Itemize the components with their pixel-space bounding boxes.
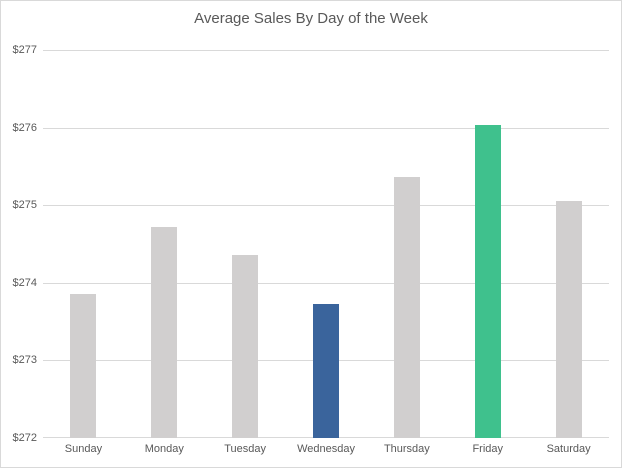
- chart-title: Average Sales By Day of the Week: [194, 10, 428, 27]
- x-tick-label: Tuesday: [224, 443, 267, 455]
- bar-thursday: [393, 176, 420, 438]
- bar-slot: [447, 50, 528, 438]
- y-tick-label: $272: [12, 432, 37, 444]
- x-tick-label: Monday: [144, 443, 184, 455]
- bar-slot: [286, 50, 367, 438]
- y-tick-label: $274: [12, 276, 37, 289]
- bar-slot: [205, 50, 286, 438]
- bar-slot: [528, 50, 609, 438]
- y-axis: $277 $276 $275 $274 $273 $272: [1, 44, 37, 444]
- x-tick-label: Wednesday: [297, 443, 355, 455]
- bar-series: [43, 50, 609, 438]
- y-tick-label: $277: [12, 44, 37, 56]
- x-tick-label: Friday: [472, 443, 503, 455]
- bar-monday: [151, 226, 178, 438]
- bar-tuesday: [232, 254, 259, 438]
- bar-saturday: [555, 201, 582, 438]
- gridline: [43, 50, 609, 51]
- bar-slot: [124, 50, 205, 438]
- x-axis: Sunday Monday Tuesday Wednesday Thursday Frid…: [43, 443, 609, 455]
- gridline: [43, 205, 609, 207]
- y-tick-label: $275: [12, 199, 37, 212]
- y-tick-label: $273: [12, 354, 37, 367]
- bar-friday: [474, 125, 501, 438]
- x-tick-label: Saturday: [546, 443, 591, 455]
- x-tick-label: Thursday: [383, 443, 430, 455]
- y-tick-label: $276: [12, 121, 37, 134]
- bar-slot: [366, 50, 447, 438]
- bar-sunday: [70, 293, 97, 438]
- plot-area: [43, 50, 609, 438]
- bar-slot: [43, 50, 124, 438]
- gridline: [43, 282, 609, 284]
- gridline: [43, 127, 609, 129]
- x-tick-label: Sunday: [64, 443, 103, 455]
- bar-wednesday: [313, 303, 339, 438]
